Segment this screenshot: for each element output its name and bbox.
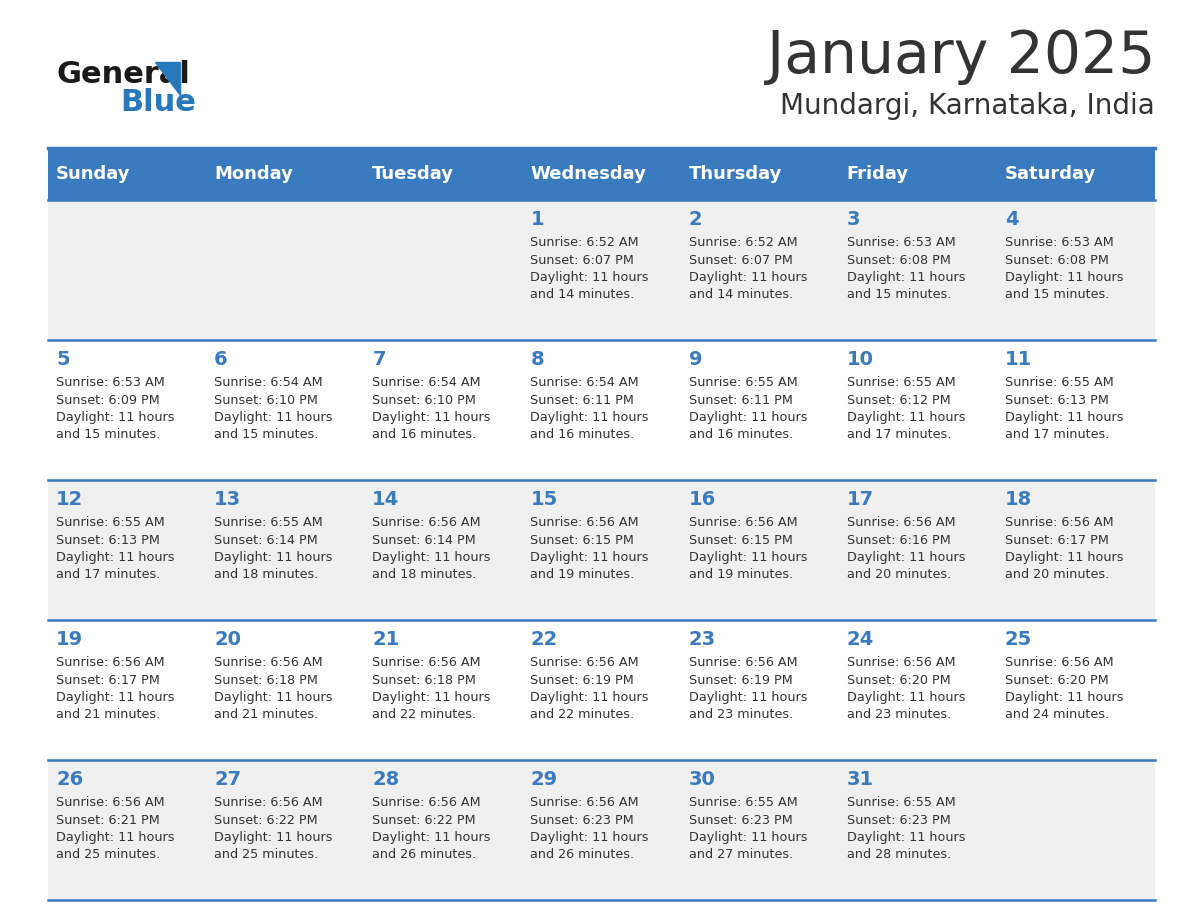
Text: Sunrise: 6:54 AM
Sunset: 6:11 PM
Daylight: 11 hours
and 16 minutes.: Sunrise: 6:54 AM Sunset: 6:11 PM Dayligh… (530, 376, 649, 442)
Text: Sunrise: 6:56 AM
Sunset: 6:18 PM
Daylight: 11 hours
and 21 minutes.: Sunrise: 6:56 AM Sunset: 6:18 PM Dayligh… (214, 656, 333, 722)
Text: 14: 14 (372, 490, 399, 509)
Text: 4: 4 (1005, 210, 1018, 229)
Text: Sunrise: 6:55 AM
Sunset: 6:23 PM
Daylight: 11 hours
and 27 minutes.: Sunrise: 6:55 AM Sunset: 6:23 PM Dayligh… (689, 796, 807, 861)
Text: Sunrise: 6:56 AM
Sunset: 6:19 PM
Daylight: 11 hours
and 22 minutes.: Sunrise: 6:56 AM Sunset: 6:19 PM Dayligh… (530, 656, 649, 722)
Text: 24: 24 (847, 630, 874, 649)
Bar (48, 200, 1155, 340)
Text: Sunrise: 6:56 AM
Sunset: 6:20 PM
Daylight: 11 hours
and 23 minutes.: Sunrise: 6:56 AM Sunset: 6:20 PM Dayligh… (847, 656, 965, 722)
Bar (48, 340, 1155, 480)
Text: 26: 26 (56, 770, 83, 789)
Text: Sunrise: 6:55 AM
Sunset: 6:11 PM
Daylight: 11 hours
and 16 minutes.: Sunrise: 6:55 AM Sunset: 6:11 PM Dayligh… (689, 376, 807, 442)
Text: Monday: Monday (214, 165, 293, 183)
Text: 6: 6 (214, 350, 228, 369)
Text: 19: 19 (56, 630, 83, 649)
Text: Sunrise: 6:56 AM
Sunset: 6:20 PM
Daylight: 11 hours
and 24 minutes.: Sunrise: 6:56 AM Sunset: 6:20 PM Dayligh… (1005, 656, 1124, 722)
Text: 8: 8 (530, 350, 544, 369)
Text: 11: 11 (1005, 350, 1032, 369)
Text: Wednesday: Wednesday (530, 165, 646, 183)
Text: 23: 23 (689, 630, 715, 649)
Text: 13: 13 (214, 490, 241, 509)
Text: January 2025: January 2025 (766, 28, 1155, 85)
Text: 17: 17 (847, 490, 874, 509)
Text: Sunrise: 6:55 AM
Sunset: 6:23 PM
Daylight: 11 hours
and 28 minutes.: Sunrise: 6:55 AM Sunset: 6:23 PM Dayligh… (847, 796, 965, 861)
Text: 20: 20 (214, 630, 241, 649)
Text: Sunrise: 6:55 AM
Sunset: 6:13 PM
Daylight: 11 hours
and 17 minutes.: Sunrise: 6:55 AM Sunset: 6:13 PM Dayligh… (1005, 376, 1124, 442)
Text: 7: 7 (372, 350, 386, 369)
Text: Thursday: Thursday (689, 165, 782, 183)
Text: Sunrise: 6:53 AM
Sunset: 6:08 PM
Daylight: 11 hours
and 15 minutes.: Sunrise: 6:53 AM Sunset: 6:08 PM Dayligh… (1005, 236, 1124, 301)
Text: Sunrise: 6:56 AM
Sunset: 6:19 PM
Daylight: 11 hours
and 23 minutes.: Sunrise: 6:56 AM Sunset: 6:19 PM Dayligh… (689, 656, 807, 722)
Text: 30: 30 (689, 770, 715, 789)
Text: 27: 27 (214, 770, 241, 789)
Text: Sunrise: 6:56 AM
Sunset: 6:17 PM
Daylight: 11 hours
and 20 minutes.: Sunrise: 6:56 AM Sunset: 6:17 PM Dayligh… (1005, 516, 1124, 581)
Text: Sunrise: 6:56 AM
Sunset: 6:15 PM
Daylight: 11 hours
and 19 minutes.: Sunrise: 6:56 AM Sunset: 6:15 PM Dayligh… (530, 516, 649, 581)
Text: Sunrise: 6:56 AM
Sunset: 6:16 PM
Daylight: 11 hours
and 20 minutes.: Sunrise: 6:56 AM Sunset: 6:16 PM Dayligh… (847, 516, 965, 581)
Text: 12: 12 (56, 490, 83, 509)
Text: Sunrise: 6:56 AM
Sunset: 6:15 PM
Daylight: 11 hours
and 19 minutes.: Sunrise: 6:56 AM Sunset: 6:15 PM Dayligh… (689, 516, 807, 581)
Text: Sunrise: 6:53 AM
Sunset: 6:09 PM
Daylight: 11 hours
and 15 minutes.: Sunrise: 6:53 AM Sunset: 6:09 PM Dayligh… (56, 376, 175, 442)
Text: Sunrise: 6:54 AM
Sunset: 6:10 PM
Daylight: 11 hours
and 15 minutes.: Sunrise: 6:54 AM Sunset: 6:10 PM Dayligh… (214, 376, 333, 442)
Text: Saturday: Saturday (1005, 165, 1097, 183)
Text: Sunrise: 6:54 AM
Sunset: 6:10 PM
Daylight: 11 hours
and 16 minutes.: Sunrise: 6:54 AM Sunset: 6:10 PM Dayligh… (372, 376, 491, 442)
Text: Sunrise: 6:53 AM
Sunset: 6:08 PM
Daylight: 11 hours
and 15 minutes.: Sunrise: 6:53 AM Sunset: 6:08 PM Dayligh… (847, 236, 965, 301)
Text: 2: 2 (689, 210, 702, 229)
Bar (48, 760, 1155, 900)
Text: Sunrise: 6:55 AM
Sunset: 6:12 PM
Daylight: 11 hours
and 17 minutes.: Sunrise: 6:55 AM Sunset: 6:12 PM Dayligh… (847, 376, 965, 442)
Text: Sunrise: 6:56 AM
Sunset: 6:18 PM
Daylight: 11 hours
and 22 minutes.: Sunrise: 6:56 AM Sunset: 6:18 PM Dayligh… (372, 656, 491, 722)
Text: Sunday: Sunday (56, 165, 131, 183)
Text: 28: 28 (372, 770, 399, 789)
Text: 10: 10 (847, 350, 873, 369)
Text: Friday: Friday (847, 165, 909, 183)
Polygon shape (154, 62, 181, 95)
Text: 18: 18 (1005, 490, 1032, 509)
Text: 3: 3 (847, 210, 860, 229)
Text: Sunrise: 6:56 AM
Sunset: 6:14 PM
Daylight: 11 hours
and 18 minutes.: Sunrise: 6:56 AM Sunset: 6:14 PM Dayligh… (372, 516, 491, 581)
Text: Tuesday: Tuesday (372, 165, 454, 183)
Text: 31: 31 (847, 770, 874, 789)
Text: Sunrise: 6:56 AM
Sunset: 6:23 PM
Daylight: 11 hours
and 26 minutes.: Sunrise: 6:56 AM Sunset: 6:23 PM Dayligh… (530, 796, 649, 861)
Text: 25: 25 (1005, 630, 1032, 649)
Text: 16: 16 (689, 490, 716, 509)
Text: Sunrise: 6:56 AM
Sunset: 6:22 PM
Daylight: 11 hours
and 26 minutes.: Sunrise: 6:56 AM Sunset: 6:22 PM Dayligh… (372, 796, 491, 861)
Text: 22: 22 (530, 630, 557, 649)
Text: 9: 9 (689, 350, 702, 369)
Text: Sunrise: 6:56 AM
Sunset: 6:21 PM
Daylight: 11 hours
and 25 minutes.: Sunrise: 6:56 AM Sunset: 6:21 PM Dayligh… (56, 796, 175, 861)
Text: 5: 5 (56, 350, 70, 369)
Text: Sunrise: 6:55 AM
Sunset: 6:14 PM
Daylight: 11 hours
and 18 minutes.: Sunrise: 6:55 AM Sunset: 6:14 PM Dayligh… (214, 516, 333, 581)
Text: Sunrise: 6:52 AM
Sunset: 6:07 PM
Daylight: 11 hours
and 14 minutes.: Sunrise: 6:52 AM Sunset: 6:07 PM Dayligh… (689, 236, 807, 301)
Text: Mundargi, Karnataka, India: Mundargi, Karnataka, India (781, 92, 1155, 120)
Text: 1: 1 (530, 210, 544, 229)
Text: 29: 29 (530, 770, 557, 789)
Bar (48, 480, 1155, 620)
Text: 21: 21 (372, 630, 399, 649)
Text: Blue: Blue (120, 88, 196, 117)
Text: General: General (57, 60, 191, 89)
Bar (48, 620, 1155, 760)
Text: Sunrise: 6:55 AM
Sunset: 6:13 PM
Daylight: 11 hours
and 17 minutes.: Sunrise: 6:55 AM Sunset: 6:13 PM Dayligh… (56, 516, 175, 581)
Text: Sunrise: 6:56 AM
Sunset: 6:17 PM
Daylight: 11 hours
and 21 minutes.: Sunrise: 6:56 AM Sunset: 6:17 PM Dayligh… (56, 656, 175, 722)
Text: 15: 15 (530, 490, 557, 509)
Text: Sunrise: 6:52 AM
Sunset: 6:07 PM
Daylight: 11 hours
and 14 minutes.: Sunrise: 6:52 AM Sunset: 6:07 PM Dayligh… (530, 236, 649, 301)
Bar (48, 148, 1155, 200)
Text: Sunrise: 6:56 AM
Sunset: 6:22 PM
Daylight: 11 hours
and 25 minutes.: Sunrise: 6:56 AM Sunset: 6:22 PM Dayligh… (214, 796, 333, 861)
